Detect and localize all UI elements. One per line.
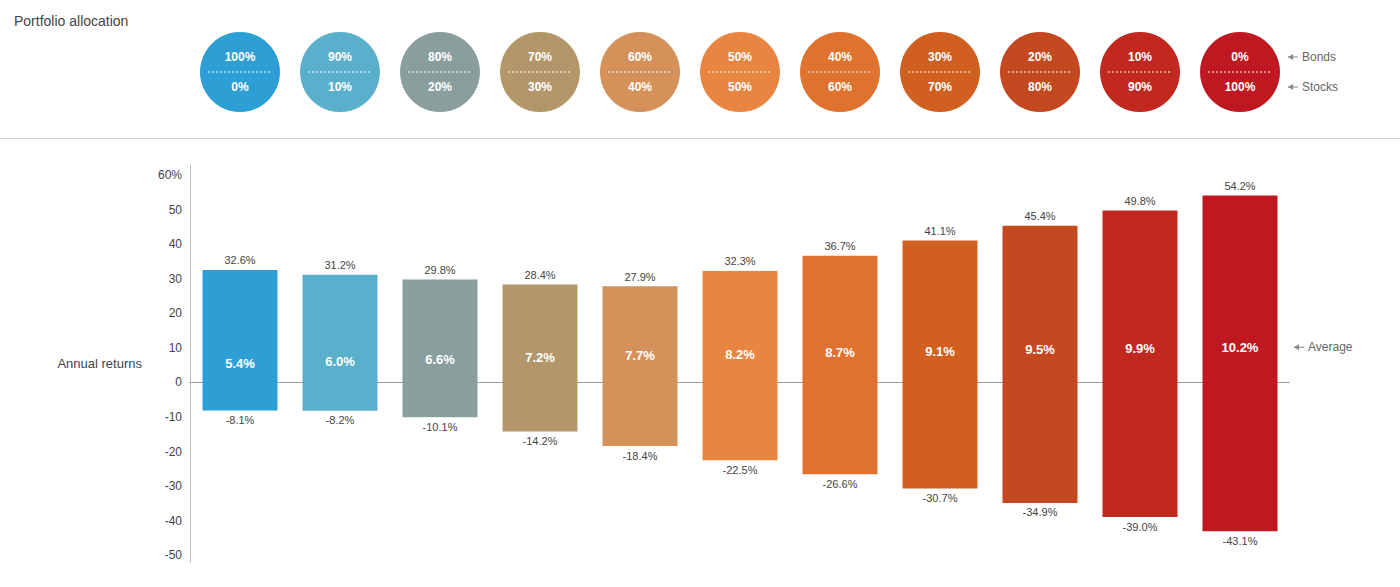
- svg-text:9.5%: 9.5%: [1025, 342, 1055, 357]
- svg-text:Annual returns: Annual returns: [57, 356, 142, 371]
- svg-text:32.3%: 32.3%: [724, 255, 755, 267]
- svg-text:50%: 50%: [728, 50, 752, 64]
- svg-text:Bonds: Bonds: [1302, 50, 1336, 64]
- svg-text:32.6%: 32.6%: [224, 254, 255, 266]
- svg-text:Average: Average: [1308, 340, 1353, 354]
- svg-text:7.2%: 7.2%: [525, 350, 555, 365]
- svg-text:30%: 30%: [528, 80, 552, 94]
- svg-text:10.2%: 10.2%: [1222, 340, 1259, 355]
- svg-text:-30.7%: -30.7%: [923, 492, 958, 504]
- svg-text:60%: 60%: [158, 168, 182, 182]
- svg-text:10%: 10%: [1128, 50, 1152, 64]
- svg-text:0%: 0%: [1231, 50, 1249, 64]
- svg-text:-43.1%: -43.1%: [1223, 535, 1258, 547]
- svg-text:100%: 100%: [1225, 80, 1256, 94]
- svg-text:7.7%: 7.7%: [625, 348, 655, 363]
- svg-text:36.7%: 36.7%: [824, 240, 855, 252]
- svg-text:-20: -20: [165, 445, 183, 459]
- svg-text:29.8%: 29.8%: [424, 264, 455, 276]
- svg-text:30: 30: [169, 272, 183, 286]
- svg-text:28.4%: 28.4%: [524, 269, 555, 281]
- svg-text:90%: 90%: [328, 50, 352, 64]
- svg-text:10: 10: [169, 341, 183, 355]
- svg-text:49.8%: 49.8%: [1124, 195, 1155, 207]
- svg-text:8.2%: 8.2%: [725, 347, 755, 362]
- svg-text:40%: 40%: [828, 50, 852, 64]
- svg-text:31.2%: 31.2%: [324, 259, 355, 271]
- svg-text:6.0%: 6.0%: [325, 354, 355, 369]
- svg-text:50%: 50%: [728, 80, 752, 94]
- svg-text:-8.1%: -8.1%: [226, 414, 255, 426]
- svg-text:-40: -40: [165, 514, 183, 528]
- svg-text:80%: 80%: [1028, 80, 1052, 94]
- svg-text:9.9%: 9.9%: [1125, 341, 1155, 356]
- svg-text:Stocks: Stocks: [1302, 80, 1338, 94]
- svg-text:8.7%: 8.7%: [825, 345, 855, 360]
- svg-text:70%: 70%: [528, 50, 552, 64]
- svg-text:54.2%: 54.2%: [1224, 180, 1255, 192]
- svg-text:-26.6%: -26.6%: [823, 478, 858, 490]
- svg-text:-18.4%: -18.4%: [623, 450, 658, 462]
- svg-text:41.1%: 41.1%: [924, 225, 955, 237]
- svg-text:60%: 60%: [828, 80, 852, 94]
- svg-text:40%: 40%: [628, 80, 652, 94]
- svg-text:27.9%: 27.9%: [624, 271, 655, 283]
- svg-text:10%: 10%: [328, 80, 352, 94]
- svg-text:-30: -30: [165, 479, 183, 493]
- svg-text:70%: 70%: [928, 80, 952, 94]
- svg-text:-22.5%: -22.5%: [723, 464, 758, 476]
- svg-text:Portfolio allocation: Portfolio allocation: [14, 13, 128, 29]
- svg-text:20%: 20%: [1028, 50, 1052, 64]
- svg-text:-10.1%: -10.1%: [423, 421, 458, 433]
- svg-text:0: 0: [175, 375, 182, 389]
- svg-text:90%: 90%: [1128, 80, 1152, 94]
- svg-text:0%: 0%: [231, 80, 249, 94]
- svg-text:100%: 100%: [225, 50, 256, 64]
- svg-text:30%: 30%: [928, 50, 952, 64]
- svg-text:45.4%: 45.4%: [1024, 210, 1055, 222]
- svg-text:50: 50: [169, 203, 183, 217]
- svg-text:80%: 80%: [428, 50, 452, 64]
- svg-text:-14.2%: -14.2%: [523, 435, 558, 447]
- svg-text:9.1%: 9.1%: [925, 344, 955, 359]
- svg-text:-34.9%: -34.9%: [1023, 506, 1058, 518]
- svg-text:40: 40: [169, 237, 183, 251]
- svg-text:60%: 60%: [628, 50, 652, 64]
- svg-text:-10: -10: [165, 410, 183, 424]
- svg-text:-50: -50: [165, 548, 183, 562]
- svg-text:20%: 20%: [428, 80, 452, 94]
- svg-text:-39.0%: -39.0%: [1123, 521, 1158, 533]
- svg-text:20: 20: [169, 306, 183, 320]
- svg-text:6.6%: 6.6%: [425, 352, 455, 367]
- svg-text:5.4%: 5.4%: [225, 356, 255, 371]
- svg-text:-8.2%: -8.2%: [326, 414, 355, 426]
